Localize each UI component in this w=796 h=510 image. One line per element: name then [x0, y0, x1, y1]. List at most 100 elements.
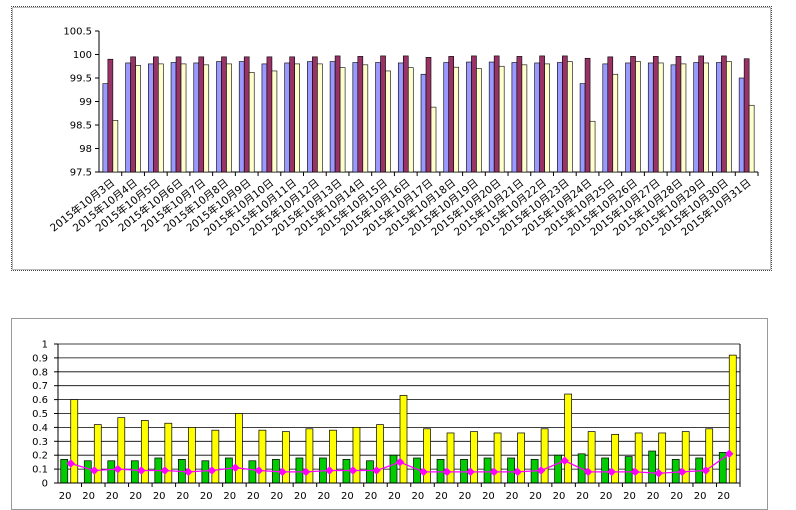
- bar: [376, 424, 384, 484]
- bar: [201, 460, 210, 484]
- y-tick-label: 1: [42, 340, 48, 351]
- bar: [589, 120, 596, 173]
- y-tick-label: 97.5: [70, 168, 92, 179]
- bar: [284, 62, 290, 173]
- bar: [671, 459, 680, 484]
- bar: [366, 460, 374, 484]
- bar: [375, 62, 381, 173]
- bar: [657, 62, 664, 173]
- bar: [153, 56, 159, 173]
- x-tick-label: 20: [412, 491, 425, 502]
- x-tick-label: 20: [200, 491, 213, 502]
- bar: [470, 431, 478, 484]
- bar: [307, 61, 313, 173]
- line-point: [137, 466, 146, 475]
- bar: [476, 68, 482, 173]
- line-point: [90, 466, 99, 475]
- y-tick-label: 0.7: [32, 381, 48, 392]
- y-tick-label: 99.5: [70, 74, 92, 85]
- line-point: [724, 449, 734, 459]
- bar: [170, 62, 177, 173]
- x-tick-label: 20: [364, 491, 377, 502]
- y-tick-label: 100: [73, 50, 92, 61]
- bar: [721, 55, 727, 173]
- bar: [630, 56, 636, 173]
- bar: [135, 65, 141, 173]
- x-tick-label: 20: [600, 491, 613, 502]
- bar: [266, 56, 273, 173]
- bar: [130, 56, 136, 173]
- bar: [681, 431, 690, 484]
- x-tick-label: 20: [223, 491, 236, 502]
- bar: [647, 62, 654, 173]
- x-tick-label: 20: [59, 491, 72, 502]
- bar: [564, 393, 572, 484]
- bar: [634, 432, 643, 484]
- bar: [294, 63, 300, 173]
- bar: [738, 77, 745, 173]
- bar: [601, 457, 610, 484]
- line-point: [231, 463, 240, 472]
- bar: [483, 457, 492, 484]
- bar: [743, 58, 750, 173]
- bar: [460, 459, 468, 484]
- y-tick-label: 0.5: [32, 409, 48, 420]
- x-tick-label: 20: [694, 491, 707, 502]
- bar: [385, 70, 391, 173]
- bar: [425, 57, 432, 173]
- bar: [402, 55, 409, 173]
- bar: [175, 56, 182, 173]
- y-tick-label: 0.9: [32, 353, 48, 364]
- bar: [648, 450, 657, 484]
- x-tick-label: 20: [435, 491, 448, 502]
- y-tick-label: 98.5: [70, 121, 92, 132]
- x-tick-label: 20: [506, 491, 519, 502]
- bar: [567, 61, 573, 173]
- y-tick-label: 0.1: [32, 465, 48, 476]
- x-tick-label: 20: [670, 491, 683, 502]
- line-point: [348, 466, 358, 475]
- bar: [498, 65, 505, 173]
- x-tick-label: 20: [482, 491, 495, 502]
- bar: [198, 56, 205, 173]
- bar: [248, 72, 255, 173]
- y-tick-label: 98: [79, 144, 92, 155]
- bar: [352, 427, 361, 484]
- line-point: [395, 457, 405, 467]
- bar: [579, 83, 586, 173]
- bar: [282, 431, 290, 484]
- bar: [112, 120, 119, 173]
- line-point: [160, 466, 170, 475]
- line-point: [489, 467, 499, 477]
- line-point: [184, 467, 193, 477]
- bar: [453, 66, 460, 173]
- line-point: [278, 467, 287, 477]
- x-tick-label: 20: [106, 491, 119, 502]
- bar: [399, 395, 408, 484]
- bar: [420, 73, 427, 173]
- bar: [446, 432, 455, 484]
- bar: [289, 56, 295, 173]
- bar: [539, 55, 545, 173]
- bar: [703, 62, 709, 173]
- line-point: [207, 466, 217, 475]
- bar: [125, 62, 131, 173]
- bar: [670, 64, 677, 173]
- bar: [397, 62, 404, 173]
- bar: [339, 67, 346, 173]
- line-point: [677, 467, 687, 477]
- bar: [83, 460, 92, 484]
- bar: [493, 55, 500, 173]
- bar: [216, 61, 222, 173]
- y-tick-label: 0.8: [32, 367, 48, 378]
- bar: [117, 417, 126, 484]
- x-tick-label: 20: [553, 491, 566, 502]
- bar: [562, 55, 568, 173]
- bar: [329, 429, 337, 484]
- bar: [443, 62, 450, 173]
- line-point: [254, 466, 264, 475]
- chart-1-svg: 100.510099.59998.59897.52015年10月3日2015年1…: [48, 27, 759, 239]
- bar: [624, 456, 633, 484]
- bar: [726, 61, 732, 173]
- line-point: [583, 467, 593, 477]
